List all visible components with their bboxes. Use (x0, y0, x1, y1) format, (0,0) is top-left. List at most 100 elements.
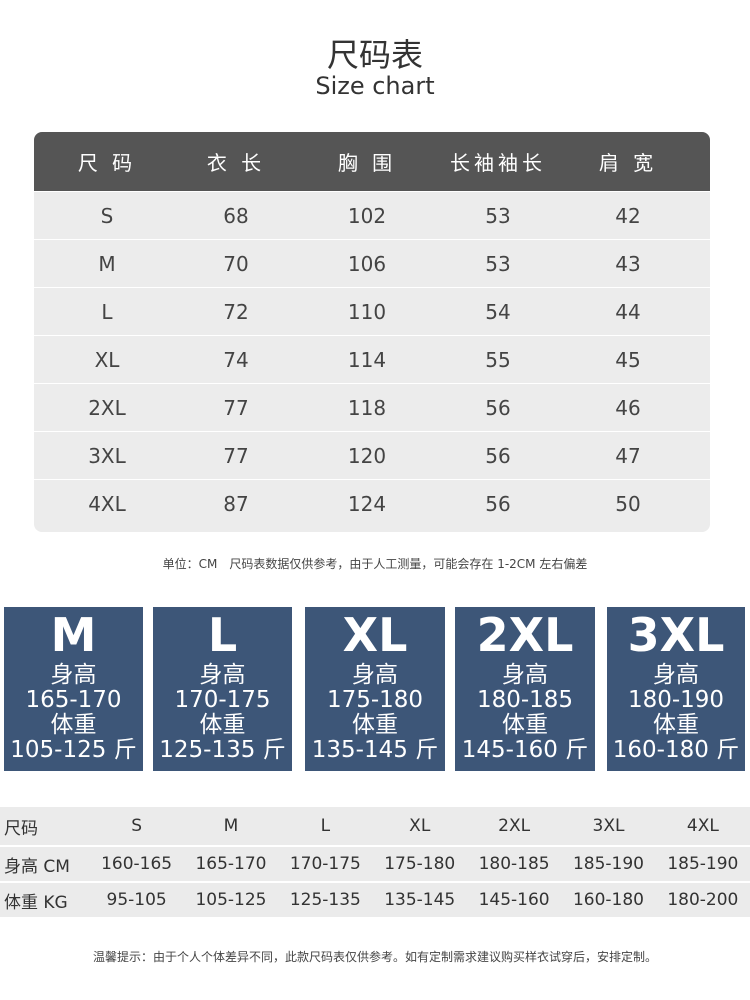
table-cell: 44 (615, 299, 641, 324)
guide-row-label: 体重 KG (4, 892, 68, 913)
guide-cell: 175-180 (384, 854, 456, 874)
tip-note: 温馨提示：由于个人个体差异不同，此款尺码表仅供参考。如有定制需求建议购买样衣试穿… (92, 950, 657, 964)
table-cell: 118 (347, 395, 387, 420)
guide-cell: 4XL (686, 816, 719, 836)
guide-row: 身高 CM 160-165 165-170 170-175 175-180 180-185… (0, 845, 750, 881)
card-size: XL (342, 608, 408, 662)
guide-cell: 160-165 (101, 854, 173, 874)
table-cell: 43 (615, 251, 641, 276)
table-cell: 87 (223, 491, 249, 516)
guide-cell: S (131, 816, 142, 836)
card-w-label: 体重 (352, 712, 398, 738)
guide-cell: 160-180 (572, 890, 644, 910)
table-cell: 124 (347, 491, 387, 516)
guide-cell: 165-170 (195, 854, 267, 874)
table-cell: 2XL (88, 395, 126, 420)
guide-cell: 185-190 (572, 854, 644, 874)
card-height: 170-175 (174, 687, 271, 713)
card-w-label: 体重 (502, 712, 548, 738)
card-height: 165-170 (25, 687, 122, 713)
table-cell: 55 (485, 347, 511, 372)
page-subtitle: Size chart (315, 72, 435, 100)
card-w-label: 体重 (653, 712, 699, 738)
guide-row: 尺码 S M L XL 2XL 3XL 4XL (0, 807, 750, 845)
size-chart-table: 尺 码 衣 长 胸 围 长袖袖长 肩 宽 S 68 102 53 42 M 70 106 53 43 L 72 1… (34, 132, 710, 532)
table-cell: 106 (347, 251, 387, 276)
guide-row-label: 尺码 (4, 818, 38, 839)
table-row: 2XL 77 118 56 46 (34, 383, 710, 431)
card-h-label: 身高 (653, 662, 699, 688)
guide-cell: 95-105 (106, 890, 167, 910)
table-cell: 77 (223, 395, 249, 420)
table-cell: 110 (347, 299, 387, 324)
table-cell: S (100, 203, 114, 228)
table-cell: 42 (615, 203, 641, 228)
guide-cell: L (320, 816, 331, 836)
table-cell: 53 (485, 251, 511, 276)
table-cell: 4XL (88, 491, 126, 516)
card-h-label: 身高 (352, 662, 398, 688)
table-cell: 尺 码 (77, 151, 137, 175)
table-cell: 45 (615, 347, 641, 372)
table-cell: 53 (485, 203, 511, 228)
table-row: XL 74 114 55 45 (34, 335, 710, 383)
size-card: 2XL 身高 180-185 体重 145-160 斤 (455, 607, 595, 771)
size-card: XL 身高 175-180 体重 135-145 斤 (305, 607, 445, 771)
table-row: S 68 102 53 42 (34, 191, 710, 239)
card-size: M (50, 608, 97, 662)
table-cell: 46 (615, 395, 641, 420)
table-cell: 77 (223, 443, 249, 468)
card-w-label: 体重 (50, 712, 97, 738)
table-cell: 54 (485, 299, 511, 324)
guide-cell: 170-175 (289, 854, 361, 874)
table-cell: 70 (223, 251, 249, 276)
card-height: 180-190 (627, 687, 725, 713)
guide-cell: 3XL (592, 816, 625, 836)
table-cell: M (98, 251, 116, 276)
card-weight: 135-145 斤 (311, 737, 439, 763)
guide-cell: 2XL (498, 816, 531, 836)
table-cell: 56 (485, 491, 511, 516)
card-size: 2XL (476, 608, 574, 662)
card-h-label: 身高 (199, 662, 246, 688)
guide-cell: 180-200 (667, 890, 739, 910)
unit-note: 单位：CM 尺码表数据仅供参考，由于人工测量，可能会存在 1-2CM 左右偏差 (162, 557, 588, 571)
guide-row-label: 身高 CM (4, 856, 70, 877)
table-row: 3XL 77 120 56 47 (34, 431, 710, 479)
table-row: L 72 110 54 44 (34, 287, 710, 335)
card-weight: 125-135 斤 (159, 737, 286, 763)
table-header: 尺 码 衣 长 胸 围 长袖袖长 肩 宽 (34, 132, 710, 191)
table-cell: 68 (223, 203, 249, 228)
table-cell: 47 (615, 443, 641, 468)
table-cell: L (101, 299, 113, 324)
card-height: 180-185 (476, 687, 574, 713)
page-title: 尺码表 (326, 36, 423, 74)
table-cell: 56 (485, 443, 511, 468)
table-cell: 肩 宽 (598, 151, 658, 175)
card-w-label: 体重 (199, 712, 246, 738)
guide-cell: XL (409, 816, 431, 836)
table-cell: 74 (223, 347, 249, 372)
card-weight: 145-160 斤 (461, 737, 589, 763)
card-height: 175-180 (326, 687, 424, 713)
card-h-label: 身高 (50, 662, 97, 688)
guide-cell: 145-160 (478, 890, 550, 910)
table-row: M 70 106 53 43 (34, 239, 710, 287)
size-card: 3XL 身高 180-190 体重 160-180 斤 (607, 607, 745, 771)
table-cell: 胸 围 (337, 151, 397, 175)
table-cell: 56 (485, 395, 511, 420)
guide-cell: 180-185 (478, 854, 550, 874)
table-cell: 102 (347, 203, 387, 228)
table-cell: XL (94, 347, 120, 372)
guide-cell: M (223, 816, 239, 836)
card-weight: 160-180 斤 (612, 737, 740, 763)
card-size: L (207, 608, 238, 662)
card-weight: 105-125 斤 (10, 737, 137, 763)
guide-cell: 125-135 (289, 890, 361, 910)
size-card: M 身高 165-170 体重 105-125 斤 (4, 607, 143, 771)
guide-cell: 105-125 (195, 890, 267, 910)
table-cell: 衣 长 (206, 151, 266, 175)
card-size: 3XL (627, 608, 725, 662)
guide-cell: 135-145 (384, 890, 456, 910)
table-cell: 长袖袖长 (450, 151, 546, 175)
